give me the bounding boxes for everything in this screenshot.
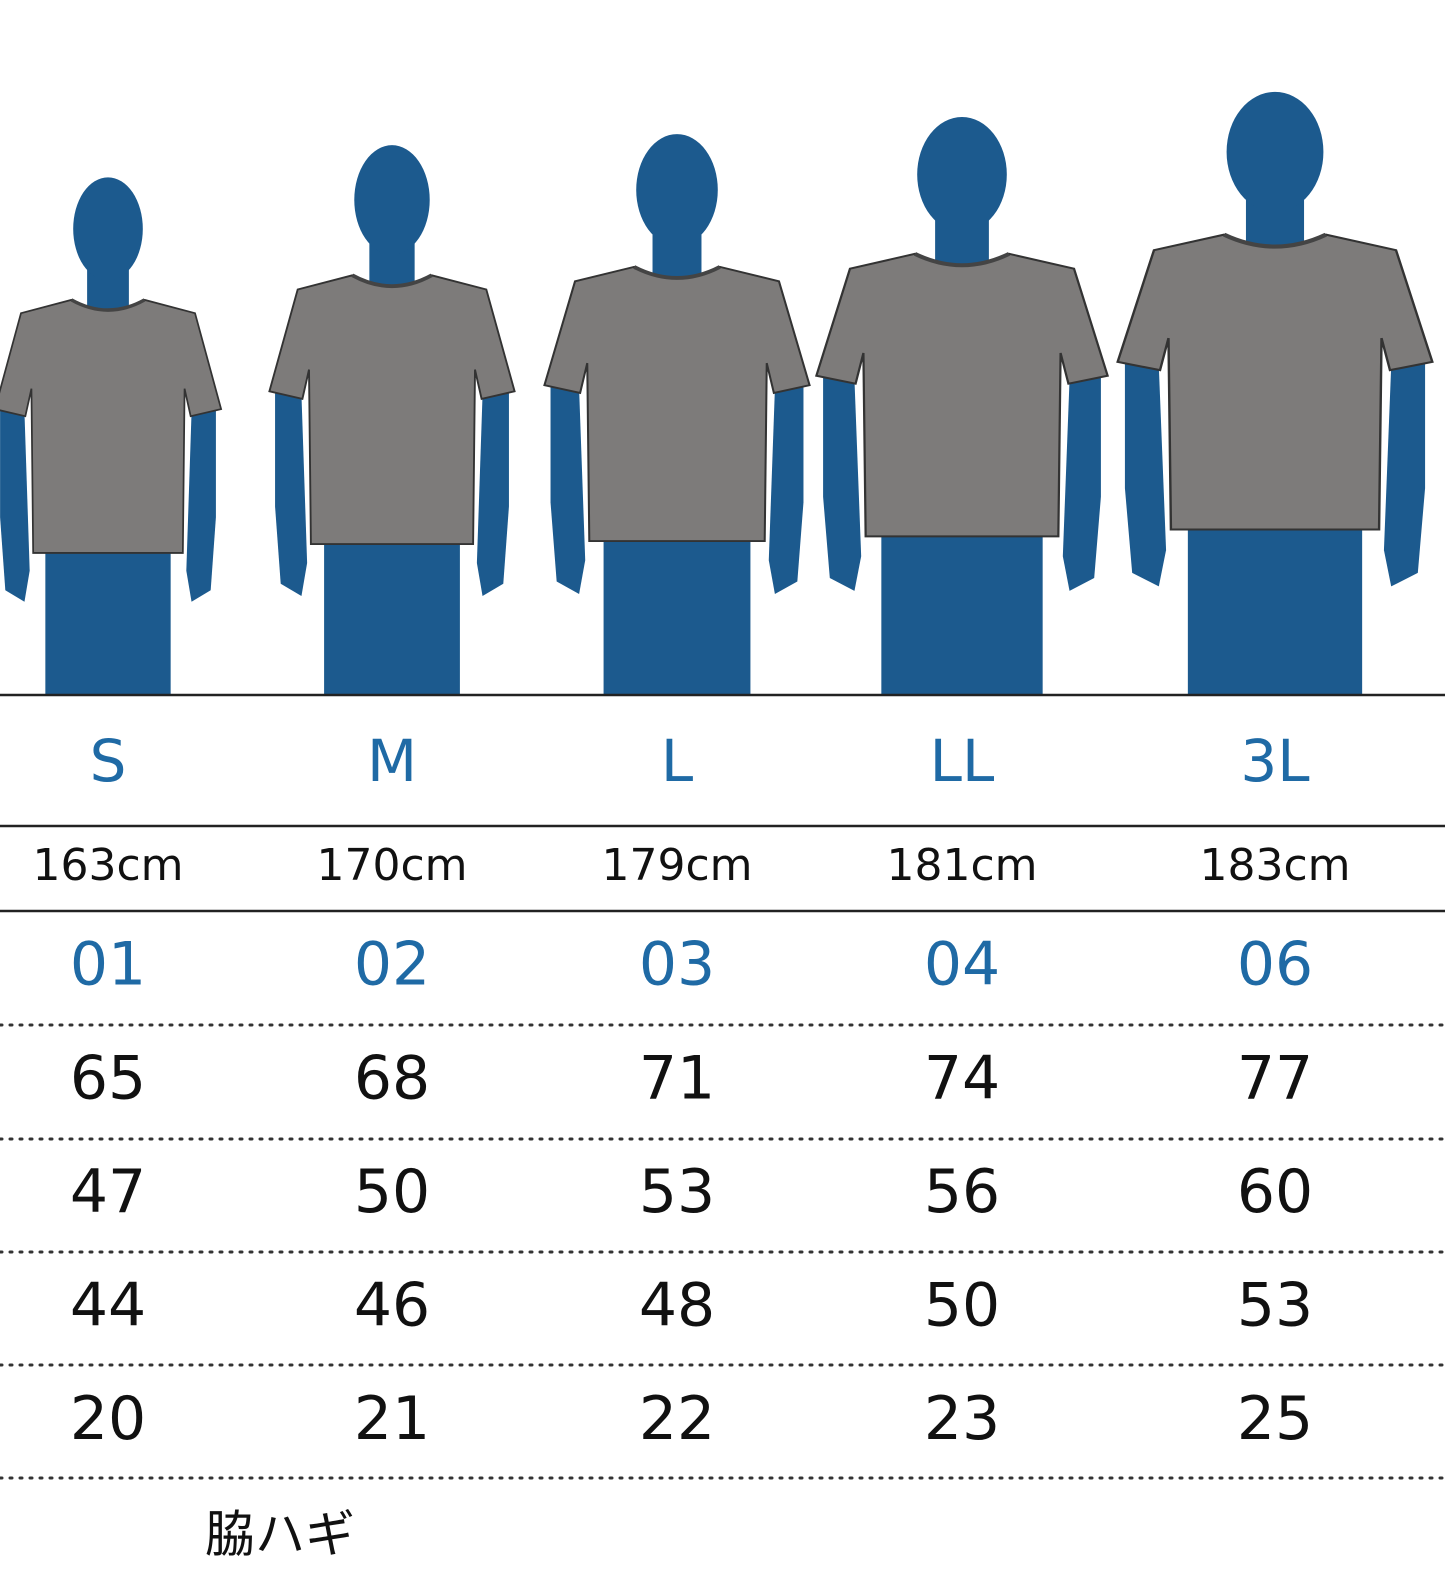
model-silhouette: [1116, 91, 1434, 695]
measurement: 53: [1237, 1271, 1313, 1341]
measurement: 77: [1237, 1044, 1313, 1114]
head: [636, 134, 718, 246]
measurement: 22: [639, 1384, 715, 1454]
legs: [324, 525, 460, 695]
arm: [275, 383, 308, 596]
collar: [633, 265, 721, 280]
measurement: 60: [1237, 1157, 1313, 1227]
head: [73, 177, 143, 281]
size-label: S: [90, 727, 127, 795]
size-code: 04: [924, 930, 1000, 1000]
head: [917, 117, 1007, 233]
arm: [823, 367, 862, 591]
measurement: 56: [924, 1157, 1000, 1227]
measurement: 23: [924, 1384, 1000, 1454]
collar: [70, 298, 146, 312]
measurement: 68: [354, 1044, 430, 1114]
arm: [768, 377, 804, 594]
measurement: 48: [639, 1271, 715, 1341]
shirt: [1116, 233, 1434, 531]
model-silhouette: [268, 145, 516, 695]
arm: [550, 377, 586, 594]
measurement: 65: [70, 1044, 146, 1114]
model-height: 183cm: [1199, 840, 1350, 891]
model-height: 181cm: [886, 840, 1037, 891]
arm: [1062, 367, 1101, 591]
size-code: 01: [70, 930, 146, 1000]
size-code: 03: [639, 930, 715, 1000]
measurement: 71: [639, 1044, 715, 1114]
size-label: L: [661, 727, 693, 795]
shirt: [0, 298, 223, 554]
size-code: 02: [354, 930, 430, 1000]
collar: [1223, 232, 1327, 249]
measurement: 44: [70, 1271, 146, 1341]
measurement: 21: [354, 1384, 430, 1454]
legs: [1187, 508, 1363, 695]
arm: [476, 383, 509, 596]
measurement: 25: [1237, 1384, 1313, 1454]
arm: [0, 401, 30, 602]
table-text: S 163cm 01 65 47 44 20 M 170cm 02 68 50 46 21 L 179cm 03…: [32, 727, 1350, 1454]
measurement: 50: [924, 1271, 1000, 1341]
size-code: 06: [1237, 930, 1313, 1000]
collar: [913, 252, 1011, 268]
measurement: 47: [70, 1157, 146, 1227]
arm: [1124, 353, 1167, 587]
legs: [603, 521, 751, 695]
size-label: 3L: [1240, 727, 1309, 795]
model-silhouette: [543, 134, 811, 695]
model-figures: [0, 91, 1434, 695]
arm: [186, 401, 216, 602]
shirt: [268, 274, 516, 546]
size-label: M: [367, 727, 417, 795]
model-silhouette: [814, 117, 1110, 695]
footer-note: 脇ハギ: [205, 1506, 355, 1564]
measurement: 20: [70, 1384, 146, 1454]
measurement: 53: [639, 1157, 715, 1227]
model-height: 170cm: [316, 840, 467, 891]
measurement: 50: [354, 1157, 430, 1227]
model-silhouette: [0, 177, 223, 695]
shirt: [543, 265, 811, 543]
shirt: [814, 252, 1110, 538]
size-label: LL: [930, 727, 995, 795]
dotted-dividers: [0, 1023, 1445, 1480]
measurement: 46: [354, 1271, 430, 1341]
measurement: 74: [924, 1044, 1000, 1114]
head: [1226, 91, 1324, 212]
legs: [881, 516, 1043, 695]
model-height: 179cm: [601, 840, 752, 891]
collar: [351, 273, 433, 289]
head: [354, 145, 430, 255]
arm: [1383, 353, 1426, 587]
model-height: 163cm: [32, 840, 183, 891]
legs: [45, 535, 171, 695]
